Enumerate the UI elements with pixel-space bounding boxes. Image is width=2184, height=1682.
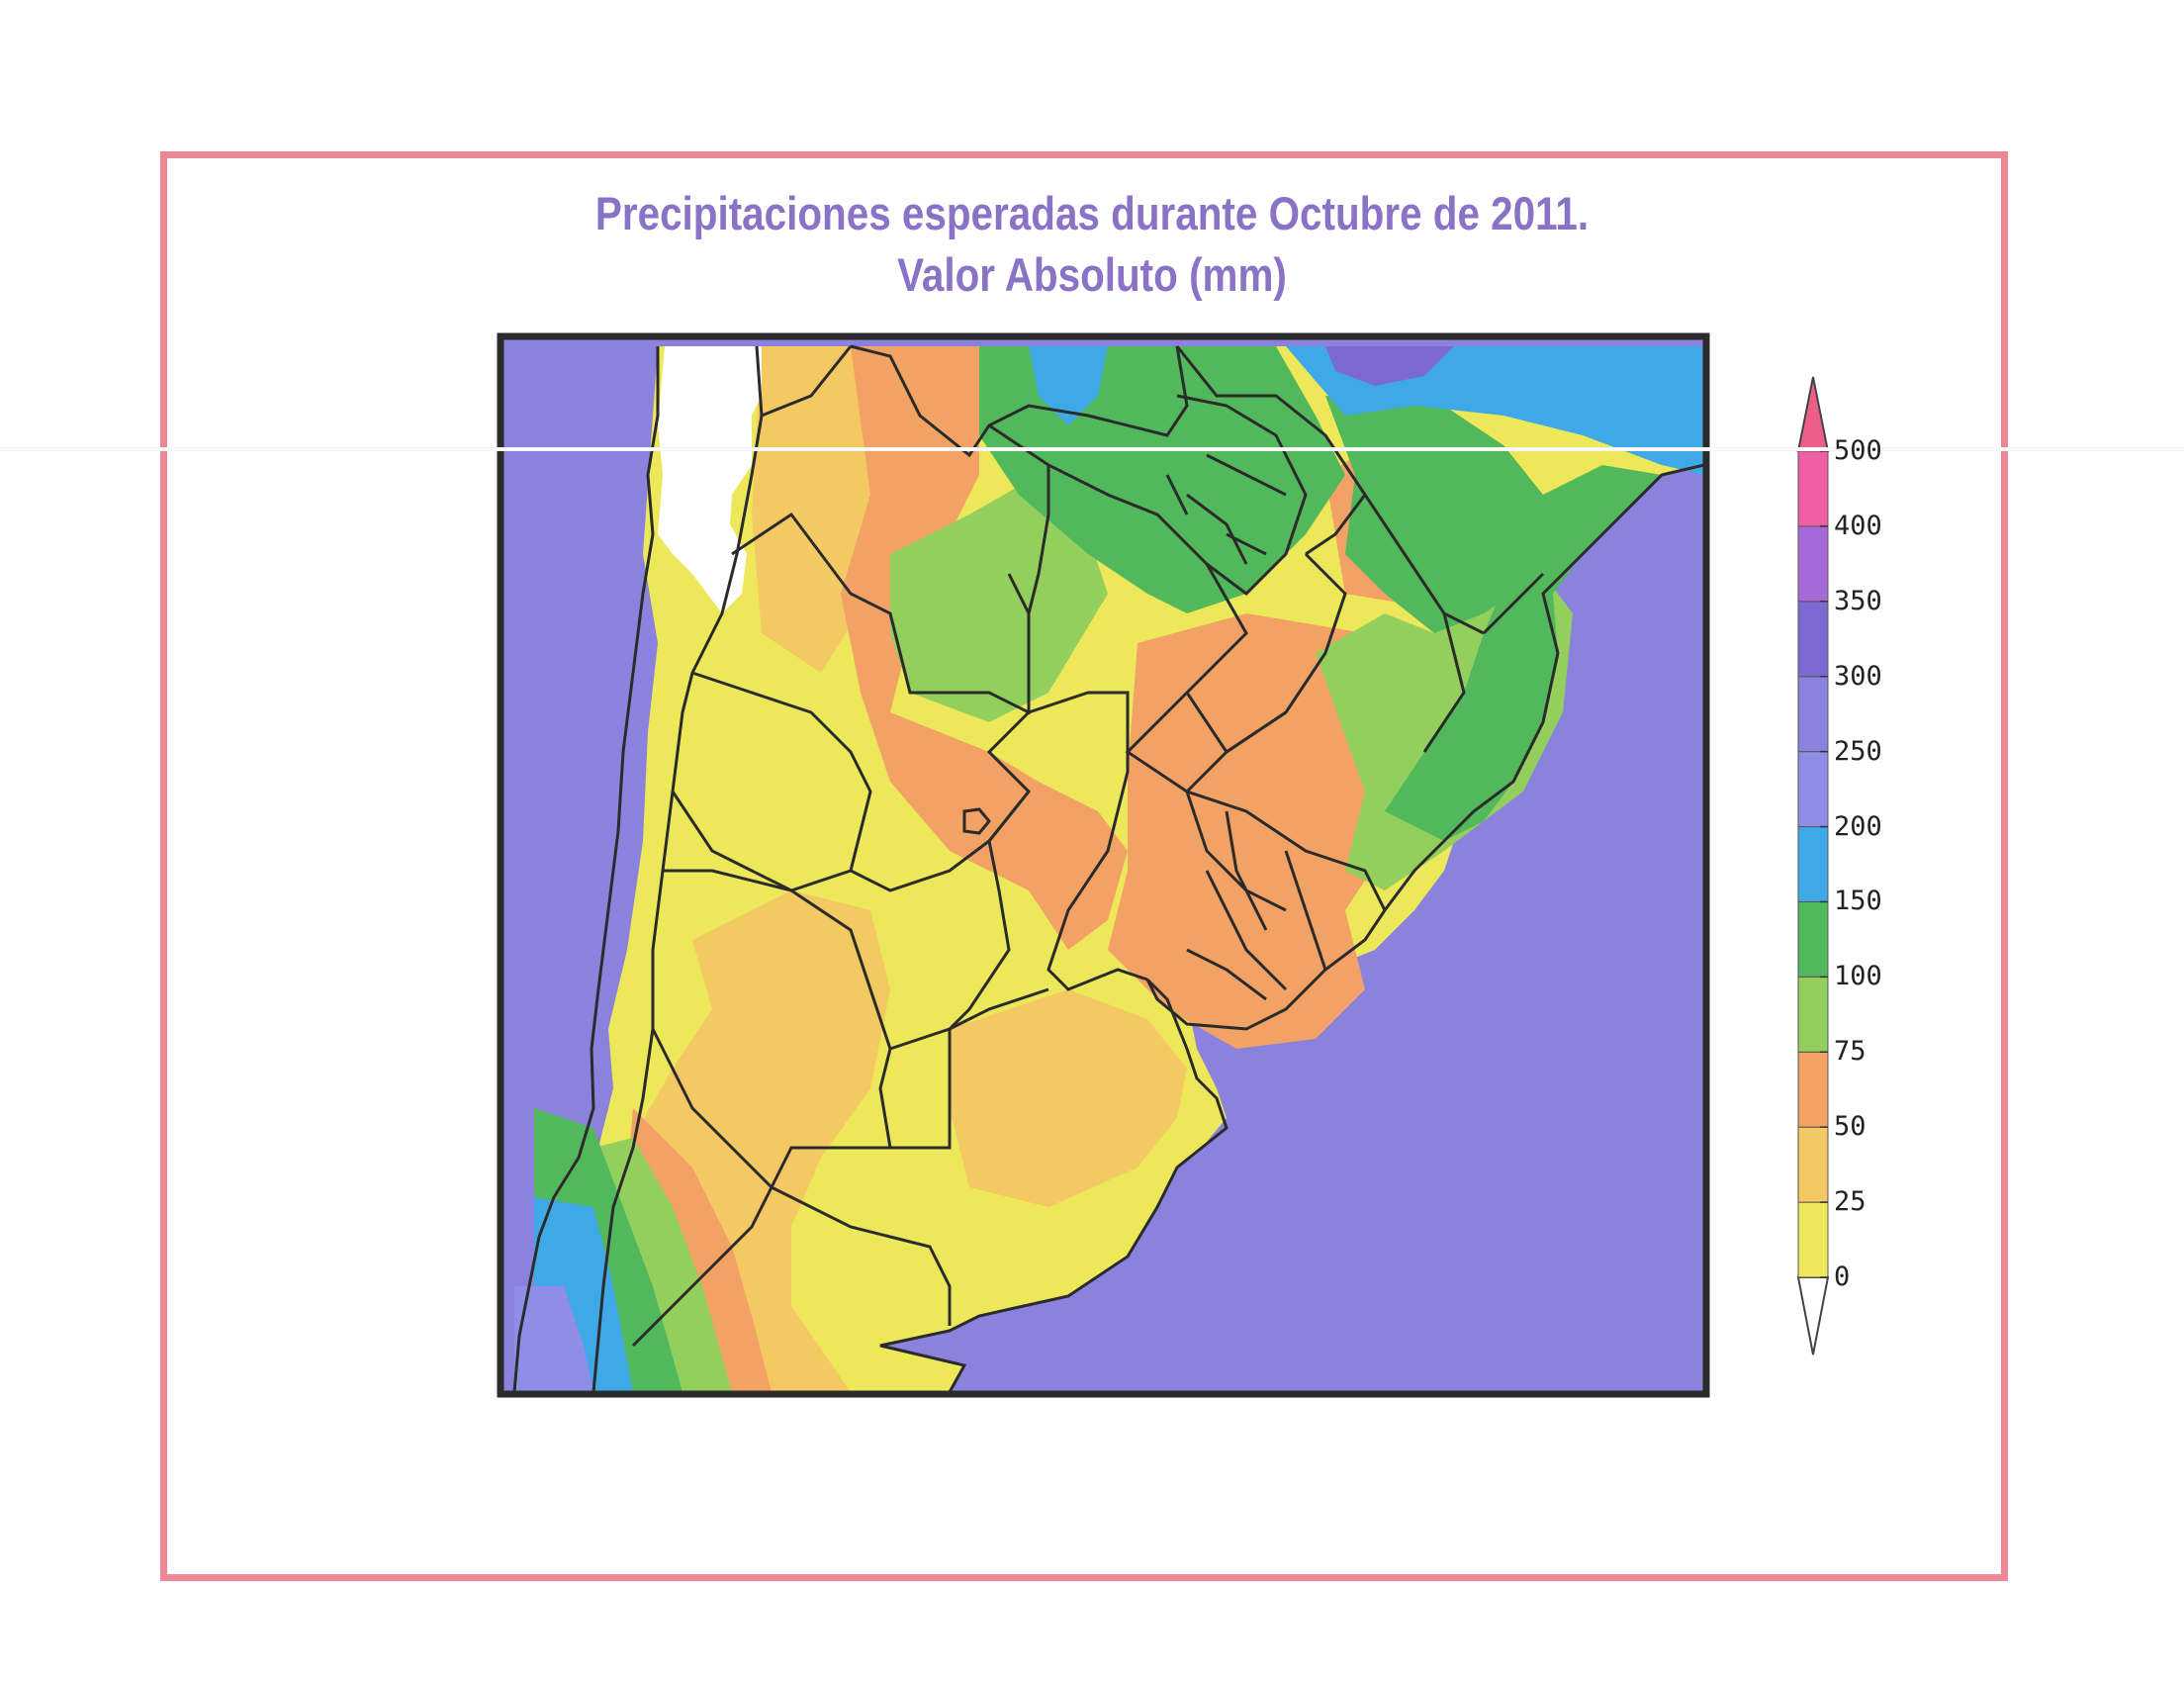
border-paraguay-argentina bbox=[988, 394, 1308, 596]
title-line-1: Precipitaciones esperadas durante Octubr… bbox=[594, 187, 1590, 239]
legend-swatch bbox=[1797, 525, 1829, 603]
coastline-chile bbox=[512, 346, 660, 1392]
legend-tick-label: 100 bbox=[1834, 961, 1882, 992]
precip-zone-250-300-ne bbox=[1325, 346, 1454, 386]
precip-zone-50-75-north bbox=[841, 346, 1128, 950]
legend-tick-label: 50 bbox=[1834, 1111, 1866, 1143]
legend-tick-label: 400 bbox=[1834, 510, 1882, 541]
title-line-2: Valor Absoluto (mm) bbox=[897, 248, 1287, 301]
province-line-2 bbox=[691, 671, 1032, 892]
legend-tick-label: 350 bbox=[1834, 585, 1882, 616]
province-line-11 bbox=[1185, 692, 1287, 755]
legend-swatch bbox=[1797, 1126, 1829, 1203]
province-line-6 bbox=[1028, 691, 1148, 991]
legend-tick-label: 0 bbox=[1834, 1262, 1851, 1292]
legend-swatch bbox=[1797, 1201, 1829, 1278]
legend-tick-label: 75 bbox=[1834, 1036, 1866, 1068]
legend-swatch bbox=[1797, 1051, 1829, 1128]
legend-swatch bbox=[1797, 751, 1829, 828]
legend-tick-label: 200 bbox=[1834, 810, 1882, 842]
andes-border bbox=[592, 345, 764, 1392]
paraguay-departments bbox=[1165, 453, 1287, 565]
legend-swatch bbox=[1797, 976, 1829, 1053]
province-line-9 bbox=[631, 1028, 774, 1348]
map-title: Precipitaciones esperadas durante Octubr… bbox=[153, 183, 2032, 306]
legend-tick-label: 25 bbox=[1834, 1186, 1866, 1218]
coastline-atlantic bbox=[1145, 463, 1704, 1031]
province-line-4 bbox=[663, 869, 892, 1149]
lake-mar-chiquita bbox=[962, 807, 991, 835]
legend-swatch bbox=[1797, 900, 1829, 978]
province-line-3 bbox=[671, 791, 852, 892]
border-brazil-argentina bbox=[1185, 552, 1347, 794]
uruguay-departments bbox=[1185, 791, 1327, 1001]
legend-tick-label: 250 bbox=[1834, 735, 1882, 767]
province-line-12 bbox=[1027, 465, 1050, 614]
legend-swatch bbox=[1797, 676, 1829, 753]
legend-swatch bbox=[1797, 450, 1829, 527]
precip-zone-25-50-east bbox=[950, 989, 1187, 1207]
precip-zone-100-150-ne bbox=[1325, 396, 1543, 633]
legend-arrow-high bbox=[1796, 376, 1830, 452]
no-data-region bbox=[658, 346, 752, 613]
precip-zone-100-150-east bbox=[1385, 465, 1662, 841]
precip-zone-200-250-south bbox=[514, 1286, 593, 1392]
border-bolivia bbox=[761, 345, 853, 418]
no-data-region-upper bbox=[737, 346, 762, 416]
province-line-7 bbox=[770, 1029, 952, 1188]
legend-swatch bbox=[1797, 826, 1829, 902]
brazil-states bbox=[1363, 494, 1545, 753]
legend-tick-label: 150 bbox=[1834, 886, 1882, 917]
legend-tick-label: 300 bbox=[1834, 660, 1882, 692]
precip-zone-150-200-north bbox=[1029, 346, 1108, 425]
province-line-10 bbox=[771, 1185, 952, 1326]
precip-zone-75-100-north bbox=[890, 475, 1108, 722]
legend-arrow-low bbox=[1796, 1276, 1830, 1355]
legend-swatch bbox=[1797, 601, 1829, 678]
color-legend bbox=[1796, 376, 1830, 1355]
map-border bbox=[497, 332, 1710, 1398]
province-line-8 bbox=[949, 987, 1049, 1031]
border-bolivia-paraguay bbox=[850, 344, 1189, 458]
coastline-buenos-aires bbox=[879, 978, 1228, 1392]
scan-artifact bbox=[0, 447, 2184, 451]
page-frame bbox=[160, 151, 2008, 1581]
precipitation-map bbox=[502, 338, 1704, 1392]
province-line-1 bbox=[731, 512, 1031, 715]
border-paraguay-brazil bbox=[1175, 345, 1367, 556]
legend-tick-label: 500 bbox=[1834, 435, 1882, 466]
political-boundaries bbox=[512, 344, 1704, 1392]
